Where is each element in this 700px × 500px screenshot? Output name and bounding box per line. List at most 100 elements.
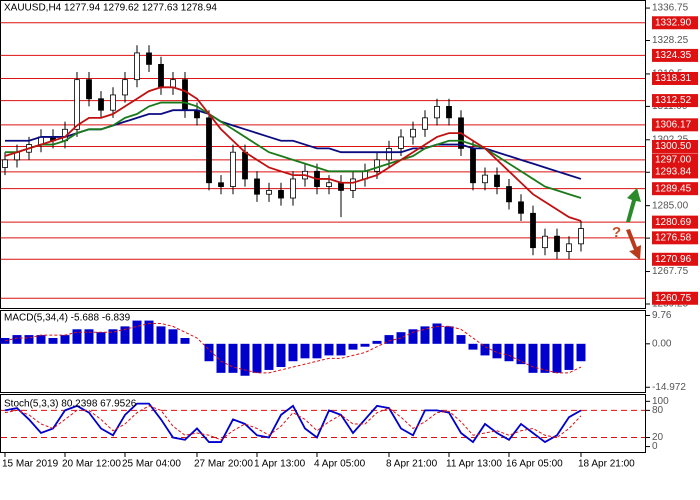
candle-body <box>122 79 128 96</box>
level-label: 1300.50 <box>655 141 692 152</box>
macd-bar <box>96 332 106 344</box>
level-label-box <box>652 165 698 179</box>
level-label-box <box>652 118 698 132</box>
x-tick-label: 25 Mar 04:00 <box>122 459 181 470</box>
candle-body <box>2 159 8 168</box>
candle-body <box>494 174 500 187</box>
candle-body <box>518 201 524 214</box>
macd-bar <box>120 326 130 344</box>
question-mark: ? <box>612 224 621 241</box>
macd-bar <box>84 329 94 344</box>
macd-bar <box>564 343 574 370</box>
y-tick-label: 100 <box>652 396 669 407</box>
candle-body <box>434 105 440 119</box>
candle-body <box>86 79 92 100</box>
macd-title: MACD(5,34,4) -5.688 -6.839 <box>4 313 131 324</box>
candle-body <box>386 147 392 161</box>
candle-body <box>254 178 260 195</box>
macd-bar <box>252 343 262 373</box>
level-label-box <box>652 182 698 196</box>
candle-body <box>422 117 428 130</box>
candle-body <box>530 212 536 249</box>
y-tick-label: 1285.00 <box>652 200 689 211</box>
macd-bar <box>408 329 418 344</box>
candle-body <box>398 136 404 149</box>
level-label: 1293.84 <box>655 167 692 178</box>
macd-bar <box>180 338 190 344</box>
macd-panel <box>0 310 646 393</box>
y-tick-label: 80 <box>652 405 664 416</box>
macd-bar <box>360 343 370 347</box>
y-tick-label: 9.76 <box>652 310 672 321</box>
candle-body <box>290 178 296 199</box>
level-label-box <box>652 48 698 62</box>
macd-bar <box>168 329 178 344</box>
candle-body <box>146 52 152 65</box>
macd-bar <box>552 343 562 373</box>
candle-body <box>446 105 452 119</box>
down-arrow <box>626 229 641 260</box>
level-label-box <box>652 139 698 153</box>
x-tick-label: 8 Apr 21:00 <box>386 459 438 470</box>
candle-body <box>206 117 212 184</box>
candle-body <box>134 52 140 81</box>
macd-bar <box>456 335 466 344</box>
macd-bar <box>132 320 142 344</box>
candle-body <box>218 182 224 187</box>
indicator-line <box>4 86 582 222</box>
macd-bar <box>480 343 490 356</box>
candle-body <box>554 235 560 252</box>
macd-bar <box>264 343 274 370</box>
macd-bar <box>288 343 298 362</box>
macd-bar <box>156 326 166 344</box>
macd-bar <box>240 343 250 376</box>
candle-body <box>542 235 548 249</box>
candle-body <box>170 79 176 88</box>
price-title: XAUUSD,H4 1277.94 1279.62 1277.63 1278.9… <box>4 3 217 14</box>
level-label: 1289.45 <box>655 183 692 194</box>
x-tick-label: 16 Apr 05:00 <box>506 459 563 470</box>
y-tick-label: 1302.25 <box>652 134 689 145</box>
macd-bar <box>504 343 514 362</box>
macd-bar <box>300 343 310 359</box>
macd-bar <box>204 343 214 362</box>
macd-bar <box>108 329 118 344</box>
candle-body <box>74 79 80 130</box>
candle-body <box>566 243 572 252</box>
macd-bar <box>576 343 586 362</box>
macd-bar <box>72 329 82 344</box>
candle-body <box>110 94 116 111</box>
macd-bar <box>372 340 382 344</box>
macd-bar <box>312 343 322 359</box>
y-tick-label: 0.00 <box>652 338 672 349</box>
level-label: 1280.69 <box>655 217 692 228</box>
macd-bar <box>276 343 286 368</box>
macd-bar <box>336 343 346 356</box>
candle-body <box>470 147 476 184</box>
candle-body <box>350 178 356 191</box>
y-tick-label: 1328.25 <box>652 35 689 46</box>
indicator-line <box>5 109 582 180</box>
level-label: 1260.75 <box>655 293 692 304</box>
level-label: 1276.58 <box>655 232 692 243</box>
y-tick-label: -14.972 <box>652 382 686 393</box>
level-label-box <box>652 252 698 266</box>
macd-bar <box>216 343 226 373</box>
macd-bar <box>144 320 154 344</box>
level-label: 1332.90 <box>655 17 692 28</box>
level-label: 1270.96 <box>655 254 692 265</box>
stoch-panel <box>0 394 646 453</box>
level-label-box <box>652 153 698 167</box>
level-label-box <box>652 94 698 108</box>
macd-bar <box>528 343 538 373</box>
level-label-box <box>652 215 698 229</box>
candle-body <box>98 98 104 111</box>
price-panel <box>0 0 646 309</box>
candle-body <box>182 79 188 111</box>
level-label-box <box>652 16 698 30</box>
candle-body <box>506 186 512 203</box>
candle-body <box>482 174 488 184</box>
macd-bar <box>384 335 394 344</box>
candle-body <box>266 189 272 195</box>
